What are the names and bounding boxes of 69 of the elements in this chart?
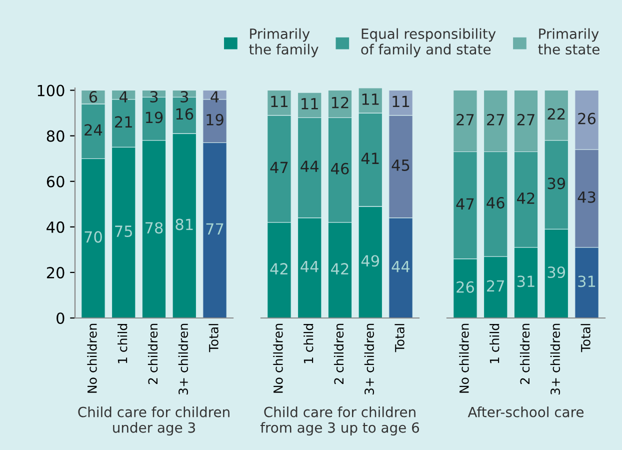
data-label: 22	[548, 108, 565, 120]
x-tick-label: 1 child	[304, 324, 314, 364]
data-label: 77	[206, 223, 224, 235]
data-label: 11	[271, 96, 288, 108]
x-tick-label: 2 children	[334, 324, 344, 384]
data-label: 81	[176, 218, 193, 230]
y-tick-label: 0	[56, 312, 64, 324]
x-tick-label: 2 children	[520, 324, 530, 384]
data-label: 78	[146, 222, 163, 234]
x-tick-label: Total	[580, 324, 590, 352]
data-label: 44	[300, 160, 318, 172]
data-label: 19	[206, 114, 224, 126]
x-tick-label: No children	[459, 324, 469, 393]
data-label: 19	[146, 112, 163, 124]
x-tick-label: 3+ children	[364, 324, 374, 394]
data-label: 47	[456, 198, 474, 210]
x-tick-label: 1 child	[490, 324, 500, 364]
x-axis-title: After-school care	[468, 406, 584, 418]
data-label: 39	[548, 266, 566, 278]
y-tick-label: 100	[38, 84, 64, 96]
x-axis-title: Child care for children from age 3 up to age 6	[260, 406, 420, 436]
data-label: 24	[84, 124, 102, 136]
data-label: 27	[487, 114, 504, 126]
x-tick-label: Total	[394, 324, 404, 352]
data-label: 6	[89, 91, 98, 103]
data-label: 27	[487, 280, 504, 292]
data-label: 44	[300, 260, 318, 272]
data-label: 11	[362, 94, 379, 105]
data-label: 16	[176, 108, 194, 120]
data-label: 44	[392, 260, 410, 272]
data-label: 31	[578, 276, 596, 288]
x-tick-label: 3+ children	[178, 324, 188, 394]
data-label: 4	[210, 91, 219, 102]
data-label: 47	[270, 162, 288, 174]
data-label: 27	[456, 114, 474, 126]
x-tick-label: Total	[208, 324, 218, 352]
x-tick-label: No children	[273, 324, 283, 393]
data-label: 75	[115, 226, 132, 238]
x-tick-label: 3+ children	[550, 324, 560, 394]
data-label: 27	[517, 114, 534, 126]
data-label: 42	[517, 192, 534, 204]
data-label: 26	[578, 112, 596, 124]
data-label: 39	[548, 178, 566, 190]
legend-label: Primarily the state	[538, 28, 600, 55]
data-label: 11	[392, 96, 410, 108]
x-axis-title: Child care for children under age 3	[78, 406, 230, 436]
data-label: 21	[115, 116, 132, 128]
y-tick-label: 20	[46, 266, 64, 278]
legend-label: Primarily the family	[249, 28, 318, 58]
data-label: 42	[331, 263, 348, 274]
data-label: 49	[361, 255, 380, 267]
data-label: 26	[456, 281, 474, 293]
data-label: 46	[331, 162, 349, 174]
x-tick-label: 2 children	[148, 324, 158, 384]
legend-label: Equal responsibility of family and state	[361, 28, 496, 58]
data-label: 41	[361, 152, 379, 164]
data-label: 45	[392, 160, 410, 171]
y-tick-label: 40	[46, 221, 64, 233]
y-tick-label: 80	[46, 130, 64, 142]
x-tick-label: 1 child	[118, 324, 128, 364]
data-label: 70	[84, 231, 102, 243]
data-label: 43	[578, 191, 596, 203]
y-tick-label: 60	[46, 176, 64, 188]
data-label: 46	[486, 197, 504, 209]
x-tick-label: No children	[87, 324, 97, 393]
data-label: 11	[302, 98, 318, 110]
data-label: 12	[332, 96, 348, 108]
data-label: 42	[270, 263, 288, 274]
data-label: 31	[517, 276, 534, 288]
